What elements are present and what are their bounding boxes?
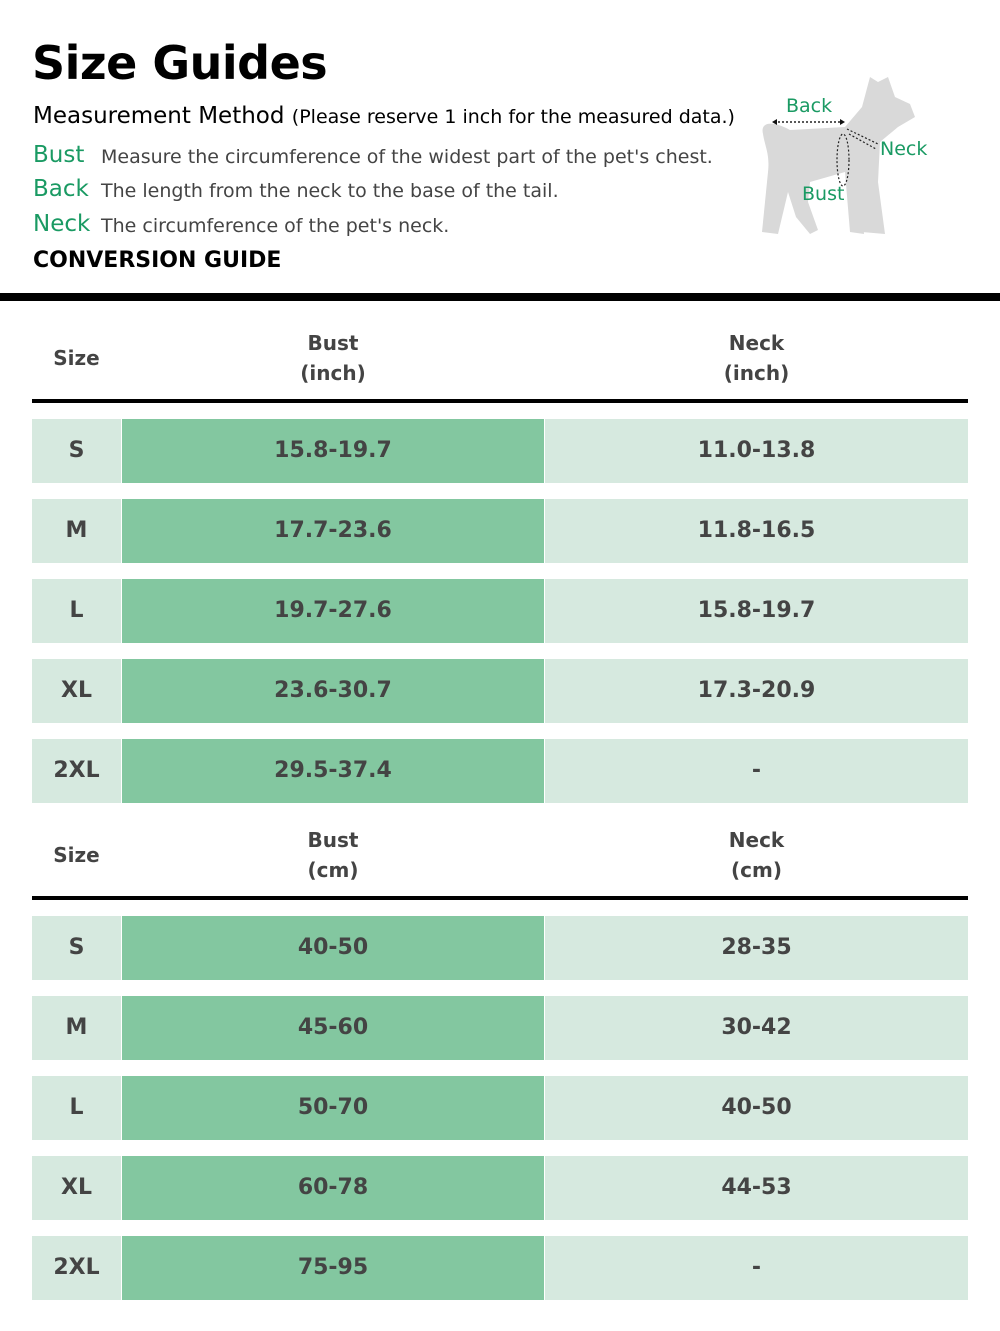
dog-silhouette-icon [762,77,915,234]
definition-back: Back The length from the neck to the base… [33,176,559,202]
neck-cell: 11.8-16.5 [545,499,968,563]
neck-cell: 28-35 [545,916,968,980]
size-cell: L [32,1076,121,1140]
size-cell: S [32,916,121,980]
table-row: 2XL 75-95- [32,1236,968,1300]
bust-cell: 15.8-19.7 [122,419,544,483]
neck-cell: 30-42 [545,996,968,1060]
neck-cell: 40-50 [545,1076,968,1140]
diagram-label-neck: Neck [880,138,927,160]
term: Back [33,176,89,202]
dog-measurement-diagram: Back Neck Bust [762,77,927,234]
bust-cell: 75-95 [122,1236,544,1300]
desc: The length from the neck to the base of … [101,180,559,202]
method-note: (Please reserve 1 inch for the measured … [291,106,735,128]
size-cell: L [32,579,121,643]
neck-cell: 11.0-13.8 [545,419,968,483]
column-header: Bust (inch) [300,331,366,385]
size-cell: 2XL [32,739,121,803]
neck-cell: 15.8-19.7 [545,579,968,643]
neck-cell: 17.3-20.9 [545,659,968,723]
column-header: Neck (cm) [728,828,785,882]
bust-cell: 50-70 [122,1076,544,1140]
table-row: XL 60-78 44-53 [32,1156,968,1220]
definition-bust: Bust Measure the circumference of the wid… [33,142,713,168]
table-row: L 50-70 40-50 [32,1076,968,1140]
diagram-label-back: Back [786,95,832,117]
bust-cell: 45-60 [122,996,544,1060]
conversion-guide-heading: CONVERSION GUIDE [33,248,282,273]
table-row: M 45-60 30-42 [32,996,968,1060]
bust-cell: 40-50 [122,916,544,980]
table-row: 2XL 29.5-37.4- [32,739,968,803]
size-cell: M [32,499,121,563]
size-cell: XL [32,659,121,723]
column-header: Bust (cm) [307,828,359,882]
bust-cell: 19.7-27.6 [122,579,544,643]
table-row: S 40-50 28-35 [32,916,968,980]
neck-cell: - [545,739,968,803]
table-row: M 17.7-23.6 11.8-16.5 [32,499,968,563]
table-row: L 19.7-27.6 15.8-19.7 [32,579,968,643]
table-row: XL 23.6-30.7 17.3-20.9 [32,659,968,723]
size-cell: XL [32,1156,121,1220]
desc: The circumference of the pet's neck. [101,215,450,237]
definition-neck: Neck The circumference of the pet's neck. [33,211,449,237]
term: Bust [33,142,85,168]
bust-cell: 29.5-37.4 [122,739,544,803]
diagram-label-bust: Bust [802,183,844,205]
table-header: Size Bust (cm) Neck (cm) [32,817,968,897]
neck-cell: 44-53 [545,1156,968,1220]
section-divider [0,293,1000,301]
header-rule [32,896,968,900]
bust-cell: 60-78 [122,1156,544,1220]
term: Neck [33,211,91,237]
neck-cell: - [545,1236,968,1300]
column-header: Size [53,843,100,867]
desc: Measure the circumference of the widest … [101,146,713,168]
column-header: Neck (inch) [723,331,790,385]
column-header: Size [53,346,100,370]
size-cell: S [32,419,121,483]
table-row: S 15.8-19.7 11.0-13.8 [32,419,968,483]
page-title: Size Guides [32,36,328,90]
header-rule [32,399,968,403]
bust-cell: 23.6-30.7 [122,659,544,723]
size-cell: M [32,996,121,1060]
method-label: Measurement Method [33,103,285,129]
size-cell: 2XL [32,1236,121,1300]
measurement-method: Measurement Method (Please reserve 1 inc… [33,103,735,129]
table-header: Size Bust (inch) Neck (inch) [32,320,968,400]
bust-cell: 17.7-23.6 [122,499,544,563]
